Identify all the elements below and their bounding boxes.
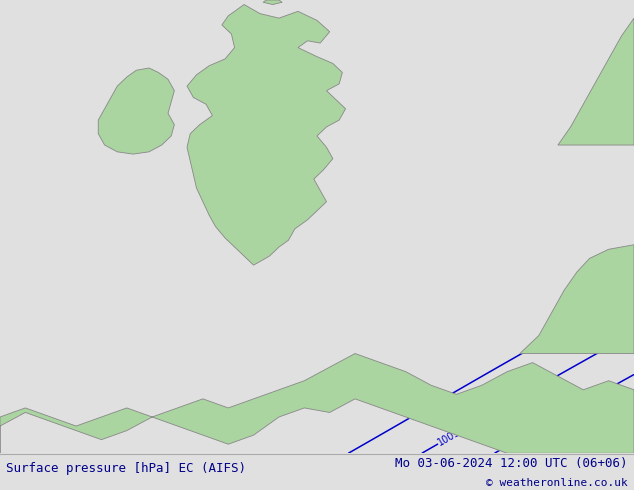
Polygon shape [98, 68, 174, 154]
Text: 1008: 1008 [409, 400, 435, 421]
Polygon shape [263, 0, 282, 4]
Text: 1011: 1011 [578, 429, 604, 450]
Polygon shape [558, 18, 634, 145]
Text: Mo 03-06-2024 12:00 UTC (06+06): Mo 03-06-2024 12:00 UTC (06+06) [395, 457, 628, 470]
Text: © weatheronline.co.uk: © weatheronline.co.uk [486, 478, 628, 488]
Text: 1010: 1010 [521, 420, 547, 441]
Text: Surface pressure [hPa] EC (AIFS): Surface pressure [hPa] EC (AIFS) [6, 462, 247, 475]
Polygon shape [520, 245, 634, 354]
Text: 1009: 1009 [436, 427, 463, 448]
Polygon shape [0, 354, 634, 453]
Polygon shape [187, 4, 346, 265]
